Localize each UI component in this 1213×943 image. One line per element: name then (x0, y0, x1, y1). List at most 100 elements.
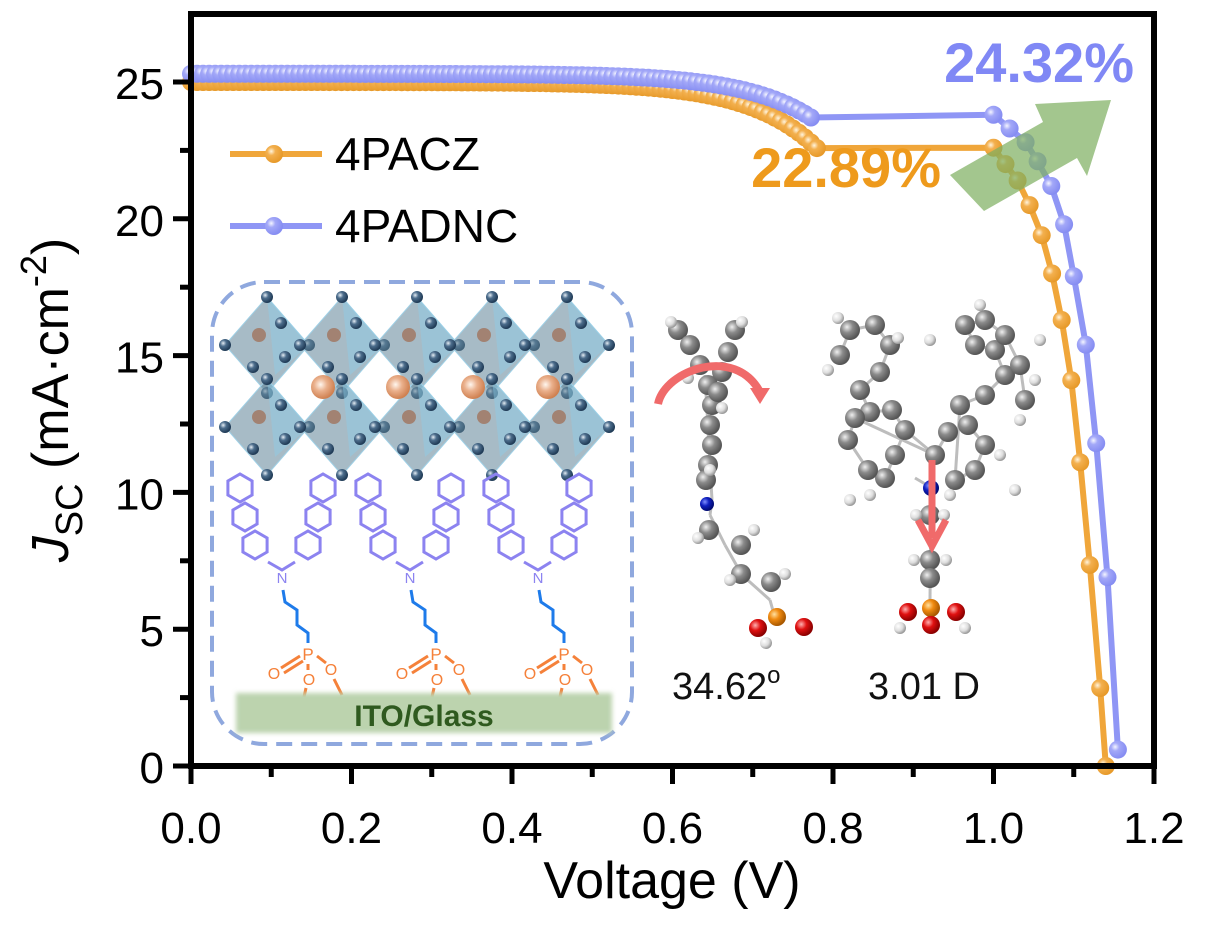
carbon-atom (702, 435, 722, 455)
hydrogen-atom (779, 568, 791, 580)
hydrogen-atom (844, 494, 856, 506)
halide-atom (322, 361, 334, 373)
bond (854, 416, 936, 457)
pce-label-4pacz: 22.89% (751, 136, 941, 199)
y-title-subscript: SC (49, 483, 91, 536)
inset-dashed-frame (210, 280, 634, 746)
hydrogen-atom (822, 364, 834, 376)
carbon-atom (958, 415, 978, 435)
rotation-arrowhead (750, 388, 770, 404)
oxygen-label: O (581, 662, 593, 679)
data-point (984, 105, 1003, 124)
halide-atom (561, 291, 573, 303)
phosphorus-label: P (558, 645, 569, 664)
aromatic-ring (241, 529, 269, 561)
axes: 0.0 0.2 0.4 0.6 0.8 1.0 1.2 0 5 10 15 20 25 (115, 11, 1185, 853)
nitrogen-label: N (533, 570, 544, 587)
data-point (1108, 740, 1127, 759)
o-substrate-bond (332, 678, 344, 696)
dipole-label: 3.01 D (868, 666, 980, 708)
series-4padnc (182, 64, 1127, 759)
carbon-atom (830, 345, 850, 365)
data-point (807, 139, 826, 158)
hydrogen-atom (1009, 484, 1021, 496)
oxygen-atom (749, 619, 767, 637)
data-point (1055, 215, 1074, 234)
carbon-atom (865, 315, 885, 335)
x-tick-label: 1.0 (963, 804, 1024, 853)
data-point (801, 108, 820, 127)
halide-atom (397, 443, 409, 455)
o-substrate-bond (460, 678, 472, 696)
data-point (1064, 267, 1083, 286)
halide-atom (444, 339, 456, 351)
halide-atom (350, 317, 362, 329)
legend-label-4padnc: 4PADNC (335, 200, 518, 252)
aromatic-ring (309, 472, 337, 504)
halide-atom (425, 317, 437, 329)
halide-atom (261, 291, 273, 303)
carbon-atom (731, 564, 751, 584)
alkyl-linker (409, 589, 438, 643)
halide-atom (504, 351, 516, 363)
halide-atom (369, 421, 381, 433)
halide-atom (411, 373, 423, 385)
bond (953, 404, 962, 481)
hydrogen-atom (724, 574, 736, 586)
data-point (1080, 555, 1099, 574)
data-point (1091, 679, 1110, 697)
p-o-double-bond (280, 654, 301, 670)
carbon-atom (708, 382, 728, 402)
a-site-cation (536, 375, 560, 399)
halide-atom (354, 351, 366, 363)
halide-atom (579, 351, 591, 363)
carbon-atom (920, 550, 940, 570)
ito-glass-label: ITO/Glass (354, 700, 494, 733)
halide-atom (261, 373, 273, 385)
hydrogen-atom (1034, 334, 1046, 346)
aromatic-ring (497, 529, 525, 561)
halide-atom (547, 361, 559, 373)
halide-atom (519, 339, 531, 351)
hydrogen-atom (924, 334, 936, 346)
nitrogen-label: N (277, 570, 288, 587)
hydrogen-atom (832, 312, 844, 324)
halide-atom (519, 421, 531, 433)
b-site-atom (552, 328, 566, 342)
aromatic-ring (422, 529, 450, 561)
carbon-atom (850, 380, 870, 400)
pyrrole-ring (523, 560, 552, 572)
oxygen-atom (795, 618, 813, 636)
nitrogen-label: N (405, 570, 416, 587)
hydrogen-atom (692, 532, 704, 544)
carbon-atom (731, 535, 751, 555)
halide-atom (247, 361, 259, 373)
halide-atom (275, 399, 287, 411)
hydrogen-atom (994, 449, 1006, 461)
halide-atom (275, 317, 287, 329)
halide-atom (500, 399, 512, 411)
oxygen-atom (899, 603, 917, 621)
octahedron-face (417, 297, 459, 375)
b-site-atom (252, 410, 266, 424)
halide-atom (350, 399, 362, 411)
y-tick-label: 15 (115, 334, 164, 383)
y-tick-label: 10 (115, 470, 164, 519)
a-site-cation (386, 375, 410, 399)
halide-atom (397, 361, 409, 373)
halide-atom (444, 421, 456, 433)
carbon-atom (845, 408, 865, 428)
svg-text:JSC (mA·cm-2): JSC (mA·cm-2) (13, 238, 91, 564)
halide-atom (500, 317, 512, 329)
halide-atom (429, 351, 441, 363)
octahedron-face (342, 297, 384, 375)
p-o-bond (316, 654, 327, 665)
hydrogen-atom (910, 509, 922, 521)
hydrogen-atom (1014, 414, 1026, 426)
carbon-atom (870, 362, 890, 382)
carbon-atom (975, 310, 995, 330)
carbon-atom (995, 365, 1015, 385)
aromatic-ring (437, 472, 465, 504)
